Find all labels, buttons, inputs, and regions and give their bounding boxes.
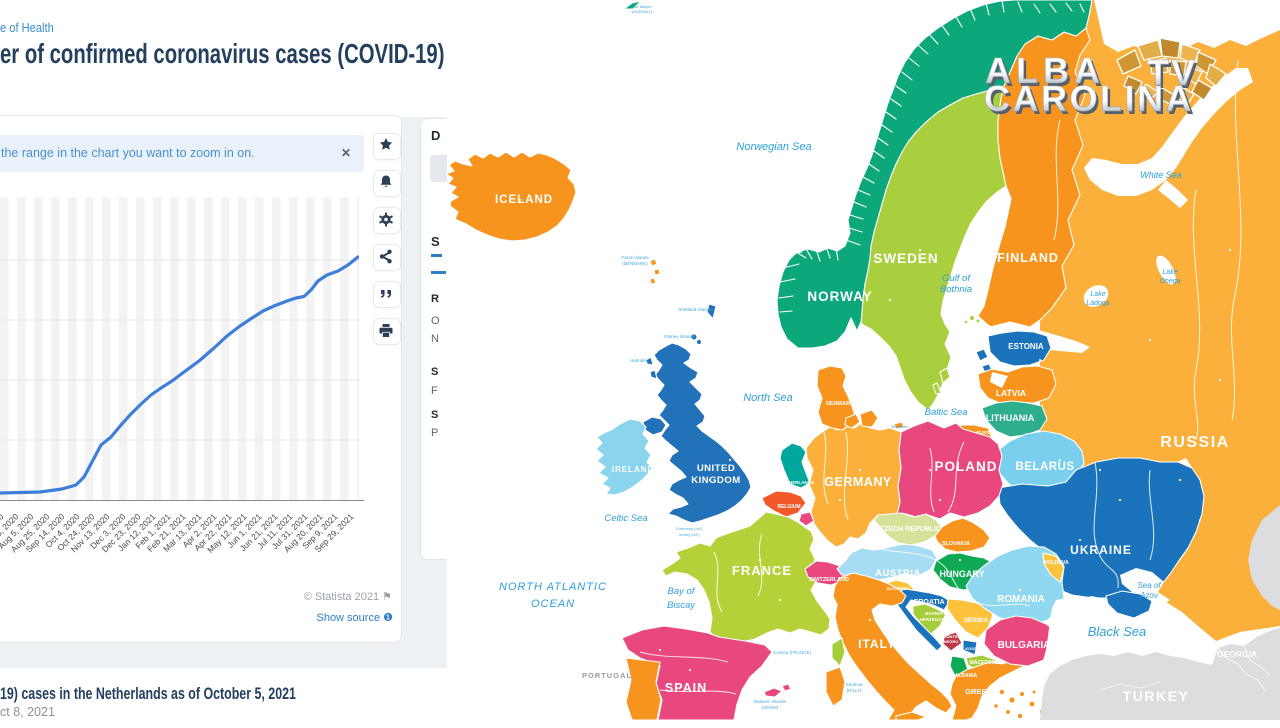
svg-text:RUSSIA: RUSSIA: [1160, 434, 1229, 451]
svg-text:ROMANIA: ROMANIA: [997, 594, 1045, 605]
svg-text:NORWAY: NORWAY: [807, 289, 872, 304]
svg-text:KOSOVO: KOSOVO: [965, 646, 983, 651]
svg-text:BELGIUM: BELGIUM: [777, 504, 800, 510]
svg-text:CZECH REPUBLIC: CZECH REPUBLIC: [879, 526, 941, 533]
svg-text:Bornholm: Bornholm: [891, 424, 909, 429]
svg-text:SLOVENIA: SLOVENIA: [886, 586, 910, 591]
svg-text:Norwegian Sea: Norwegian Sea: [736, 141, 811, 153]
svg-text:SWITZERLAND: SWITZERLAND: [809, 577, 849, 583]
svg-text:MONTE-: MONTE-: [943, 634, 959, 639]
svg-text:POLAND: POLAND: [935, 459, 998, 474]
svg-text:Jan Mayen: Jan Mayen: [632, 4, 652, 9]
svg-text:Biscay: Biscay: [667, 600, 696, 611]
svg-text:LITHUANIA: LITHUANIA: [986, 413, 1035, 423]
svg-text:Celtic Sea: Celtic Sea: [604, 513, 647, 524]
svg-text:MACEDONIA: MACEDONIA: [970, 660, 1001, 666]
svg-text:Gulf of: Gulf of: [942, 273, 971, 284]
svg-text:Black Sea: Black Sea: [1088, 624, 1147, 639]
svg-text:North Sea: North Sea: [743, 392, 793, 404]
svg-text:Ladoga: Ladoga: [1086, 300, 1109, 307]
svg-text:MOLDOVA: MOLDOVA: [1043, 560, 1069, 566]
svg-text:Sea of: Sea of: [1137, 581, 1161, 590]
svg-text:HERZEGOVINA: HERZEGOVINA: [919, 617, 953, 622]
svg-text:BELARUS: BELARUS: [1015, 461, 1074, 473]
svg-text:GREECE: GREECE: [965, 687, 997, 696]
svg-text:Corsica (FRANCE): Corsica (FRANCE): [773, 650, 812, 655]
svg-text:(ITALY): (ITALY): [847, 688, 862, 693]
svg-text:Sardinia: Sardinia: [846, 682, 863, 687]
svg-text:BULGARIA: BULGARIA: [998, 640, 1051, 651]
svg-text:RUSSIA: RUSSIA: [976, 430, 994, 435]
svg-text:SERBIA: SERBIA: [964, 617, 989, 624]
svg-text:GEORGIA: GEORGIA: [1217, 649, 1257, 659]
svg-text:NORTH ATLANTIC: NORTH ATLANTIC: [499, 581, 607, 593]
svg-text:AUSTRIA: AUSTRIA: [875, 568, 921, 579]
svg-text:Baltic Sea: Baltic Sea: [925, 407, 968, 418]
svg-text:DENMARK: DENMARK: [826, 401, 854, 407]
svg-text:White Sea: White Sea: [1140, 170, 1182, 180]
svg-text:Bothnia: Bothnia: [940, 284, 972, 295]
svg-text:TURKEY: TURKEY: [1123, 688, 1190, 704]
svg-text:ITALY: ITALY: [858, 637, 896, 651]
svg-text:Lake: Lake: [1090, 291, 1105, 298]
svg-text:BOSNIA &: BOSNIA &: [925, 611, 948, 616]
svg-text:ESTONIA: ESTONIA: [1008, 342, 1044, 351]
svg-text:CROATIA: CROATIA: [913, 599, 944, 606]
svg-text:SPAIN: SPAIN: [665, 681, 707, 695]
svg-text:OCEAN: OCEAN: [531, 598, 575, 610]
svg-text:SWEDEN: SWEDEN: [873, 251, 938, 266]
svg-text:ICELAND: ICELAND: [495, 194, 553, 206]
svg-text:(DENMARK): (DENMARK): [622, 261, 648, 266]
svg-text:HUNGARY: HUNGARY: [939, 569, 984, 579]
svg-text:Bay of: Bay of: [668, 586, 696, 597]
svg-text:PORTUGAL: PORTUGAL: [582, 671, 632, 680]
svg-text:Lake: Lake: [1162, 269, 1177, 276]
svg-text:IRELAND: IRELAND: [612, 465, 655, 474]
svg-text:Jersey (UK): Jersey (UK): [678, 532, 700, 537]
svg-text:Shetland Islands: Shetland Islands: [678, 307, 712, 312]
svg-text:Guernsey (UK): Guernsey (UK): [676, 526, 703, 531]
svg-text:LATVIA: LATVIA: [996, 388, 1026, 398]
svg-text:UNITED: UNITED: [697, 463, 735, 474]
svg-text:FINLAND: FINLAND: [997, 251, 1059, 265]
svg-text:Balearic Islands: Balearic Islands: [754, 699, 787, 704]
svg-text:Orkney Islands: Orkney Islands: [664, 334, 695, 339]
svg-text:Hebrides: Hebrides: [630, 358, 649, 363]
svg-text:(NORWAY): (NORWAY): [632, 9, 653, 14]
svg-text:NETHERLANDS: NETHERLANDS: [780, 480, 814, 485]
svg-text:(SPAIN): (SPAIN): [762, 705, 779, 710]
svg-text:Faroe Islands: Faroe Islands: [621, 255, 649, 260]
svg-text:SLOVAKIA: SLOVAKIA: [942, 541, 970, 547]
svg-text:Azov: Azov: [1139, 591, 1159, 600]
svg-text:KINGDOM: KINGDOM: [691, 475, 740, 486]
svg-text:ALBANIA: ALBANIA: [955, 673, 978, 679]
svg-text:NEGRO: NEGRO: [944, 639, 959, 644]
svg-text:FRANCE: FRANCE: [732, 563, 792, 578]
svg-text:UKRAINE: UKRAINE: [1070, 543, 1132, 557]
svg-text:GERMANY: GERMANY: [824, 475, 892, 489]
svg-text:Onega: Onega: [1159, 278, 1180, 285]
